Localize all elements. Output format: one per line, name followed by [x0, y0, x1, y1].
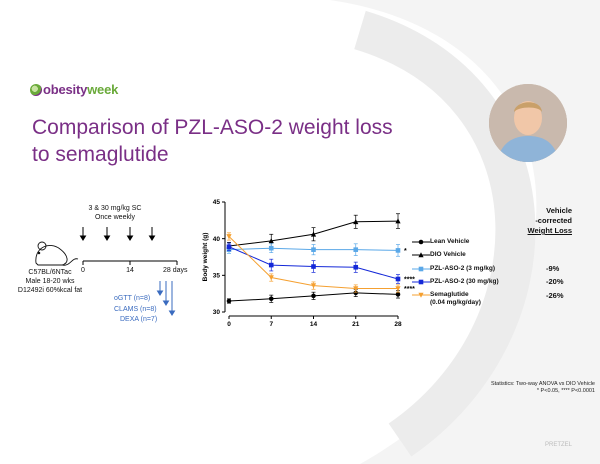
legend-item-dio: DIO Vehicle	[430, 251, 466, 258]
data-point	[268, 275, 274, 281]
legend-item-sema-dose: (0.04 mg/kg/day)	[430, 299, 481, 306]
legend-marker	[418, 239, 424, 245]
data-point	[226, 234, 232, 240]
dose-line-1: 3 & 30 mg/kg SC	[88, 205, 142, 212]
chart-ticks: 30 35 40 45 0 7 14 21 28	[213, 199, 402, 328]
clams-label: CLAMS (n=8)	[114, 306, 157, 313]
y-tick-label: 35	[213, 273, 221, 280]
timeline-label-28: 28 days	[163, 267, 188, 274]
logo-globe-icon	[30, 84, 42, 96]
data-point	[268, 245, 274, 251]
x-tick-label: 0	[227, 321, 231, 328]
data-point	[395, 286, 401, 292]
weight-loss-header: Vehicle -corrected Weight Loss	[512, 206, 572, 236]
significance-label: ****	[404, 286, 415, 293]
x-tick-label: 21	[352, 321, 360, 328]
y-tick-label: 40	[213, 236, 221, 243]
series-2: *	[226, 243, 407, 257]
data-point	[353, 286, 359, 292]
series-4: ****	[226, 232, 415, 293]
data-point	[268, 238, 274, 244]
data-point	[311, 247, 316, 252]
weight-loss-aso30: -20%	[546, 277, 564, 286]
data-point	[310, 283, 317, 289]
data-point	[395, 218, 401, 224]
data-point	[353, 219, 359, 225]
logo-text-obesity: obesity	[43, 82, 88, 97]
obesityweek-logo: obesityweek	[30, 82, 118, 97]
weight-loss-head-1: Vehicle	[546, 206, 572, 215]
timeline-label-14: 14	[126, 267, 134, 274]
data-point	[395, 292, 401, 297]
page-title: Comparison of PZL-ASO-2 weight loss to s…	[32, 116, 393, 166]
series-1	[226, 213, 401, 251]
weight-loss-sema: -26%	[546, 291, 564, 300]
assay-arrows	[156, 281, 176, 316]
data-point	[311, 293, 316, 299]
stats-line-1: Statistics: Two-way ANOVA vs DIO Vehicle	[490, 381, 595, 387]
y-tick-label: 30	[213, 309, 221, 316]
chart-series: *********	[226, 213, 415, 304]
legend-marker	[418, 279, 424, 285]
logo-text-week: week	[87, 82, 119, 97]
study-design: 3 & 30 mg/kg SC Once weekly 0 14 28 days…	[18, 205, 205, 325]
data-point	[353, 247, 359, 252]
mouse-icon	[35, 241, 79, 266]
data-point	[353, 264, 359, 270]
timeline-label-0: 0	[81, 267, 85, 274]
person-icon	[489, 84, 567, 162]
statistics-note: Statistics: Two-way ANOVA vs DIO Vehicle…	[420, 381, 595, 395]
legend-marker	[418, 266, 424, 272]
data-point	[353, 290, 359, 296]
significance-label: *	[404, 248, 407, 255]
presenter-photo	[489, 84, 567, 162]
mouse-strain: C57BL/6NTac	[28, 269, 72, 276]
data-point	[311, 264, 316, 269]
dexa-label: DEXA (n=7)	[120, 316, 158, 323]
chart-axes	[224, 202, 398, 317]
legend-marker	[418, 252, 424, 258]
legend-item-sema: Semaglutide	[430, 291, 469, 298]
legend-marker	[418, 292, 424, 298]
weight-loss-aso3: -9%	[546, 264, 560, 273]
pretzel-watermark: PRETZEL	[545, 442, 573, 448]
ogtt-label: oGTT (n=8)	[114, 295, 151, 302]
data-point	[395, 276, 401, 282]
significance-label: ****	[404, 277, 415, 284]
y-tick-label: 45	[213, 199, 221, 206]
x-tick-label: 14	[310, 321, 318, 328]
legend-item-aso30: PZL-ASO-2 (30 mg/kg)	[430, 278, 499, 285]
data-point	[268, 296, 274, 302]
stats-line-2: * P<0.05, **** P<0.0001	[536, 388, 595, 394]
x-tick-label: 7	[269, 321, 273, 328]
timeline-graphic	[35, 227, 178, 316]
data-point	[395, 248, 401, 253]
legend-item-lean: Lean Vehicle	[430, 238, 470, 245]
x-tick-label: 28	[394, 321, 402, 328]
chart-ylabel: Body weight (g)	[202, 233, 209, 282]
series-0	[226, 288, 401, 304]
data-point	[310, 231, 317, 237]
weight-loss-head-3: Weight Loss	[527, 226, 572, 235]
dose-arrows	[79, 227, 156, 241]
dose-line-2: Once weekly	[94, 214, 136, 221]
mouse-age: Male 18-20 wks	[25, 278, 75, 285]
legend-item-aso3: PZL-ASO-2 (3 mg/kg)	[430, 265, 496, 272]
series-3: ****	[226, 242, 415, 284]
data-point	[268, 262, 274, 268]
weight-loss-head-2: -corrected	[535, 216, 572, 225]
legend-markers	[412, 239, 430, 298]
data-point	[226, 298, 232, 304]
data-point	[226, 244, 232, 250]
mouse-diet: D12492i 60%kcal fat	[17, 287, 83, 294]
